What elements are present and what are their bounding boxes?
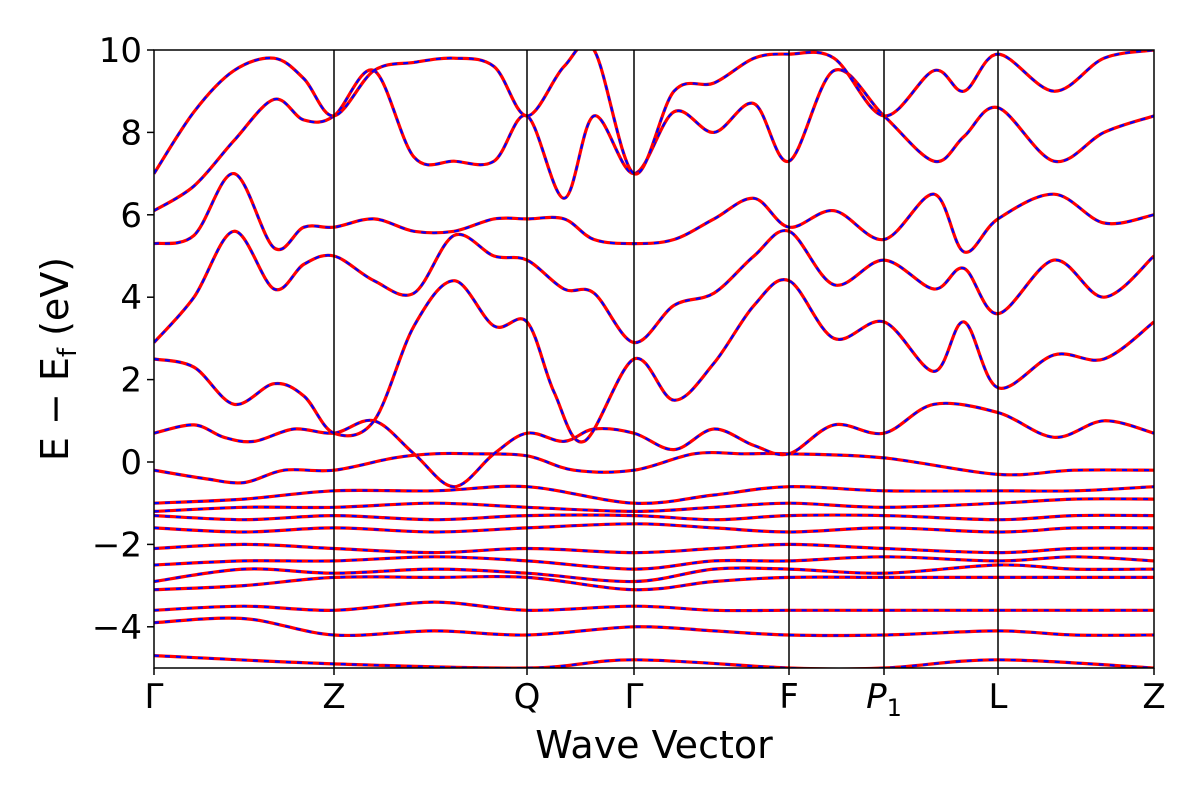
high-symmetry-lines bbox=[333, 50, 999, 668]
band-10-series-b bbox=[154, 497, 1154, 513]
band-16-series-a bbox=[154, 172, 1154, 254]
band-3-series-b bbox=[154, 600, 1154, 612]
y-tick-label-1: −4 bbox=[92, 608, 142, 648]
y-tick-label-7: 8 bbox=[120, 113, 142, 153]
x-axis-ticks: Γ Z Q Γ F P1 L Z bbox=[145, 668, 1166, 722]
x-tick-label-1: Γ bbox=[145, 677, 164, 717]
x-tick-label-7: L bbox=[989, 677, 1008, 717]
y-tick-label-3: 0 bbox=[120, 443, 142, 483]
y-tick-label-4: 2 bbox=[120, 361, 142, 401]
band-7-series-b bbox=[154, 543, 1154, 554]
x-tick-label-5: F bbox=[779, 677, 799, 717]
y-axis-title-unit: (eV) bbox=[33, 257, 77, 348]
band-2-series-a bbox=[154, 616, 1154, 638]
y-axis-title-main: E − E bbox=[33, 357, 77, 461]
x-tick-label-3: Q bbox=[514, 677, 541, 717]
band-12-series-a bbox=[154, 450, 1154, 485]
plot-frame bbox=[153, 49, 1155, 669]
band-6-series-a bbox=[154, 555, 1154, 571]
band-11-series-a bbox=[154, 484, 1154, 505]
band-10-series-a bbox=[154, 497, 1154, 514]
band-1-series-a bbox=[154, 654, 1154, 668]
band-12-series-b bbox=[154, 451, 1154, 485]
band-6-series-b bbox=[154, 555, 1154, 571]
band-15-series-b bbox=[154, 229, 1154, 344]
band-11-series-b bbox=[154, 485, 1154, 505]
x-axis-title: Wave Vector bbox=[535, 723, 773, 767]
band-2-series-b bbox=[154, 617, 1154, 637]
band-8-series-b bbox=[154, 522, 1154, 534]
band-18-series-b bbox=[154, 50, 1154, 175]
x-tick-label-6: P1 bbox=[866, 677, 902, 722]
y-tick-label-8: 10 bbox=[99, 31, 142, 71]
band-9-series-b bbox=[154, 513, 1154, 521]
x-tick-label-4: Γ bbox=[625, 677, 644, 717]
y-tick-label-2: −2 bbox=[92, 525, 142, 565]
x-tick-label-2: Z bbox=[322, 677, 345, 717]
y-axis-ticks: −4 −2 0 2 4 6 8 10 bbox=[92, 31, 154, 648]
y-axis-title: E − Ef (eV) bbox=[33, 257, 83, 461]
band-7-series-a bbox=[154, 542, 1154, 555]
band-14-series-a bbox=[154, 278, 1154, 444]
y-tick-label-5: 4 bbox=[120, 278, 142, 318]
band-16-series-b bbox=[154, 172, 1154, 254]
y-axis-title-sub: f bbox=[53, 347, 83, 357]
band-15-series-a bbox=[154, 228, 1154, 345]
band-8-series-a bbox=[154, 522, 1154, 534]
y-tick-label-6: 6 bbox=[120, 196, 142, 236]
band-4-series-b bbox=[154, 575, 1154, 591]
band-18-series-a bbox=[154, 50, 1154, 176]
band-17-series-b bbox=[154, 68, 1154, 212]
band-14-series-b bbox=[154, 278, 1154, 443]
bands-layer bbox=[154, 50, 1154, 668]
x-tick-label-8: Z bbox=[1142, 677, 1165, 717]
